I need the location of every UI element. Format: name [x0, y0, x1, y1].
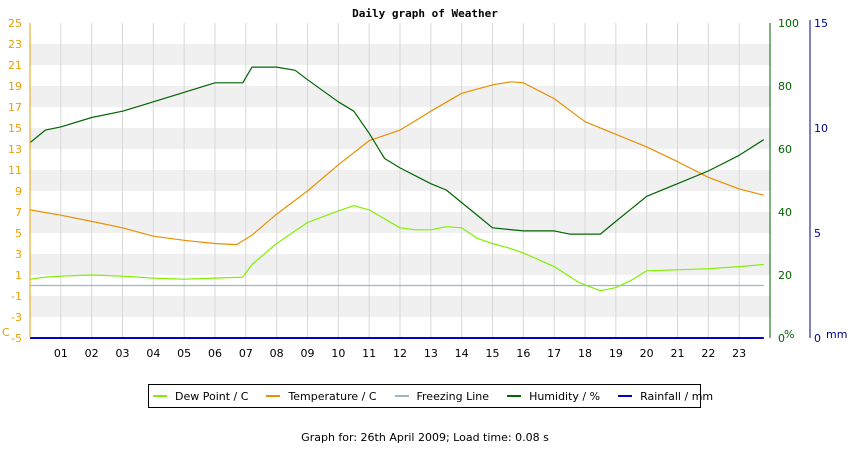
x-tick-label: 19 [609, 347, 623, 360]
legend-item-freezing-line: Freezing Line [394, 389, 490, 403]
legend-label: Humidity / % [529, 389, 601, 403]
legend-swatch [394, 395, 409, 397]
x-tick-label: 17 [547, 347, 561, 360]
y-tick-label-rainfall: 15 [814, 17, 828, 30]
x-tick-label: 13 [424, 347, 438, 360]
y-tick-label-rainfall: 10 [814, 122, 828, 135]
y-tick-label-humidity: 60 [778, 143, 792, 156]
x-tick-label: 02 [85, 347, 99, 360]
y-tick-label-rainfall: 0 [814, 332, 821, 345]
y-tick-label-humidity: 40 [778, 206, 792, 219]
y-tick-label-temperature: 19 [8, 80, 22, 93]
y-tick-label-humidity: 100 [778, 17, 799, 30]
series-lines [29, 66, 765, 339]
legend-item-dew-point: Dew Point / C [153, 390, 248, 403]
series-line [29, 66, 765, 235]
x-tick-label: 09 [301, 347, 315, 360]
y-tick-label-temperature: 17 [8, 101, 22, 114]
legend-swatch [266, 395, 281, 397]
x-tick-label: 12 [393, 347, 407, 360]
legend-label: Dew Point / C [175, 389, 249, 403]
chart-title: Daily graph of Weather [352, 7, 498, 20]
y-tick-label-temperature: 25 [8, 17, 22, 30]
x-tick-label: 10 [331, 347, 345, 360]
legend-item-temperature: Temperature / C [266, 389, 377, 403]
x-tick-label: 22 [701, 347, 715, 360]
footer-status: Graph for: 26th April 2009; Load time: 0… [301, 431, 549, 444]
y-axis-unit-temperature: C [2, 326, 10, 339]
weather-chart: Daily graph of Weather -5-3-113579111315… [2, 7, 847, 360]
series-line [29, 81, 764, 246]
y-tick-label-temperature: 7 [15, 206, 22, 219]
x-tick-label: 03 [116, 347, 130, 360]
legend-label: Freezing Line [416, 389, 490, 403]
legend: Dew Point / C Temperature / C Freezing L… [148, 384, 713, 408]
series-line [29, 205, 764, 292]
y-tick-label-humidity: 80 [778, 80, 792, 93]
x-tick-label: 14 [455, 347, 469, 360]
y-tick-label-temperature: -1 [11, 290, 22, 303]
y-tick-label-temperature: 3 [15, 248, 22, 261]
x-tick-label: 15 [486, 347, 500, 360]
x-tick-label: 11 [362, 347, 376, 360]
legend-label: Temperature / C [288, 389, 377, 403]
x-tick-label: 20 [640, 347, 654, 360]
legend-item-rainfall: Rainfall / mm [618, 390, 713, 403]
y-tick-label-temperature: 5 [15, 227, 22, 240]
y-tick-label-temperature: 15 [8, 122, 22, 135]
y-tick-label-temperature: -3 [11, 311, 22, 324]
x-tick-label: 16 [516, 347, 530, 360]
y-axis-unit-humidity: % [784, 328, 794, 341]
x-tick-label: 21 [671, 347, 685, 360]
x-tick-label: 04 [146, 347, 160, 360]
y-tick-label-temperature: 9 [15, 185, 22, 198]
y-tick-label-humidity: 0 [778, 332, 785, 345]
x-tick-label: 08 [270, 347, 284, 360]
y-tick-label-temperature: 11 [8, 164, 22, 177]
x-tick-label: 18 [578, 347, 592, 360]
y-tick-label-temperature: 23 [8, 38, 22, 51]
legend-item-humidity: Humidity / % [507, 390, 600, 403]
y-tick-label-temperature: 21 [8, 59, 22, 72]
y-tick-label-rainfall: 5 [814, 227, 821, 240]
legend-swatch [507, 395, 522, 397]
y-tick-label-humidity: 20 [778, 269, 792, 282]
legend-swatch [153, 395, 167, 397]
x-tick-label: 07 [239, 347, 253, 360]
x-tick-label: 23 [732, 347, 746, 360]
y-tick-label-temperature: 1 [15, 269, 22, 282]
x-tick-label: 06 [208, 347, 222, 360]
legend-swatch [618, 395, 633, 397]
plot-axes [29, 20, 811, 338]
x-tick-label: 05 [177, 347, 191, 360]
y-tick-label-temperature: 13 [8, 143, 22, 156]
y-axis-unit-rainfall: mm [826, 328, 847, 341]
x-tick-label: 01 [54, 347, 68, 360]
legend-label: Rainfall / mm [640, 389, 714, 403]
y-tick-label-temperature: -5 [11, 332, 22, 345]
